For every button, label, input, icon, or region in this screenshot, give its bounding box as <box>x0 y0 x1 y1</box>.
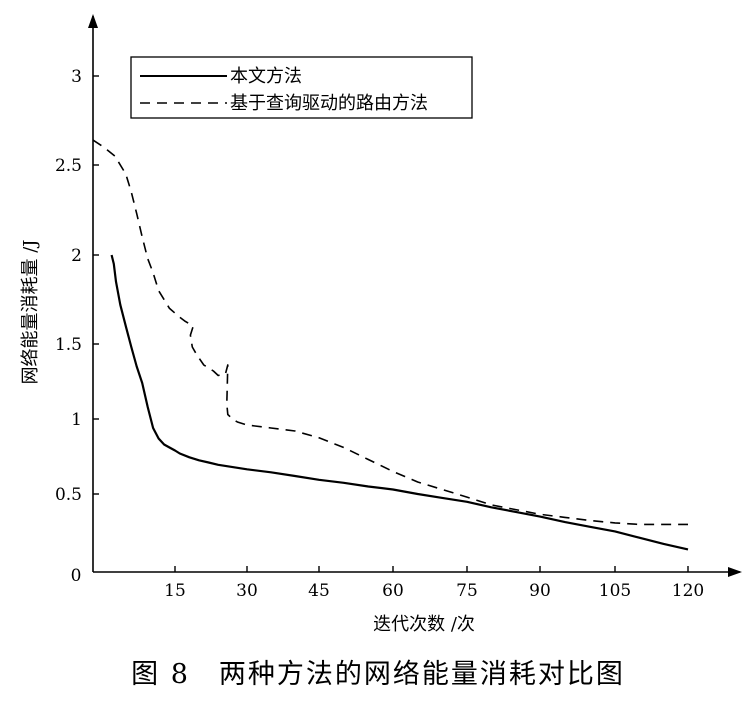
x-tick-label: 60 <box>382 581 404 601</box>
legend-box <box>130 56 473 119</box>
legend-label-series-1: 本文方法 <box>230 66 302 87</box>
y-tick-label: 1.5 <box>55 335 82 355</box>
x-tick-label: 75 <box>456 581 478 601</box>
series-group <box>92 139 689 551</box>
x-tick-label: 90 <box>529 581 551 601</box>
x-tick-label: 15 <box>164 581 186 601</box>
y-tick-label: 2.5 <box>55 156 82 176</box>
y-axis-label: 网络能量消耗量 /J <box>20 239 41 384</box>
y-tick-label: 0.5 <box>55 485 82 505</box>
y-tick-label: 3 <box>71 67 82 87</box>
x-axis-label: 迭代次数 /次 <box>373 614 475 635</box>
figure-caption: 图 8 两种方法的网络能量消耗对比图 <box>131 659 625 690</box>
x-ticks: 15 30 45 60 75 90 105 120 0 <box>71 566 704 601</box>
x-tick-label: 120 <box>672 581 704 601</box>
series-line-2 <box>92 139 688 526</box>
legend-label-series-2: 基于查询驱动的路由方法 <box>230 93 428 114</box>
y-tick-label: 1 <box>71 410 82 430</box>
x-tick-label: 30 <box>236 581 258 601</box>
series-line-1 <box>110 254 689 551</box>
y-tick-label: 0 <box>71 566 82 586</box>
y-ticks: 0.5 1 1.5 2 2.5 3 <box>55 67 99 505</box>
y-tick-label: 2 <box>71 246 82 266</box>
legend: 本文方法 基于查询驱动的路由方法 <box>130 56 473 119</box>
x-tick-label: 105 <box>599 581 631 601</box>
x-tick-label: 45 <box>308 581 330 601</box>
